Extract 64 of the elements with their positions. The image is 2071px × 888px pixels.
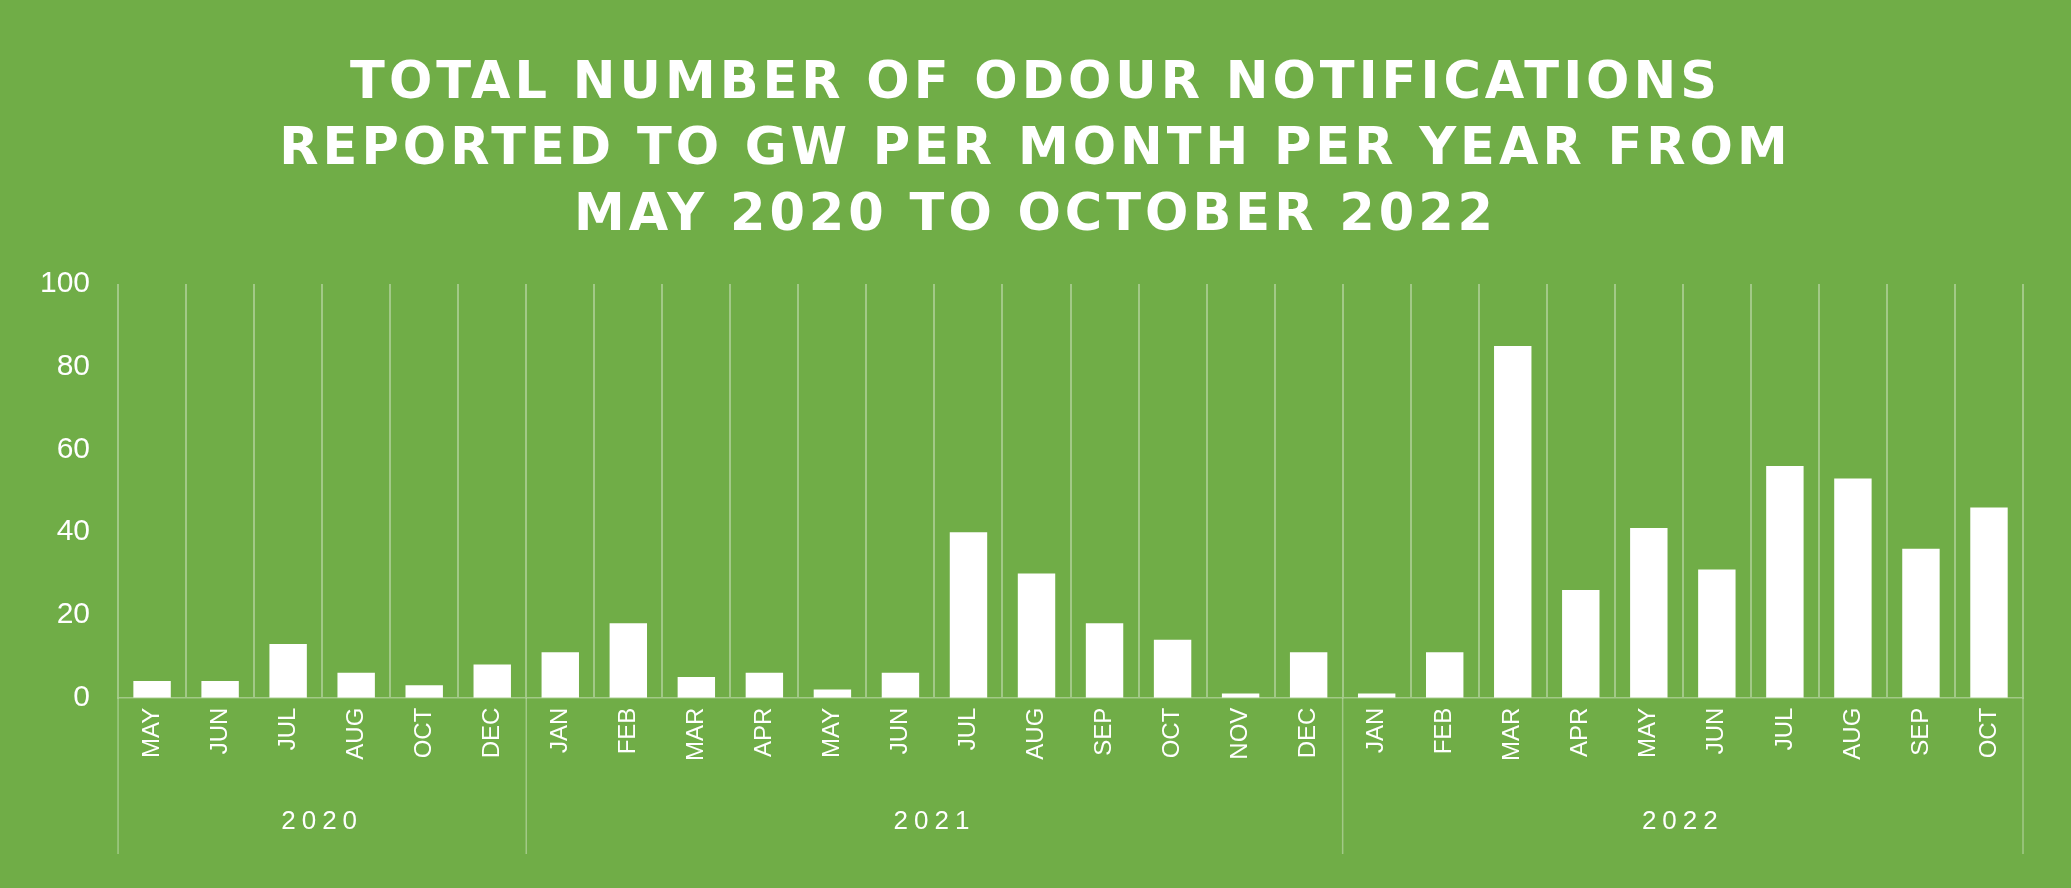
x-tick-label: AUG [1021, 707, 1049, 760]
x-tick-label: NOV [1225, 707, 1253, 760]
bar [1902, 548, 1940, 698]
bar [949, 532, 988, 698]
bar [1630, 528, 1668, 698]
x-tick-label: MAR [680, 707, 708, 762]
bar [133, 681, 171, 698]
bar [541, 652, 579, 698]
x-tick-label: OCT [408, 707, 436, 759]
x-tick-label: OCT [1157, 707, 1185, 759]
bar [1494, 346, 1532, 698]
x-tick-label: JAN [1361, 707, 1389, 754]
bar [405, 685, 443, 698]
bar [1698, 569, 1736, 698]
bar [745, 672, 784, 698]
text: 2020 [281, 805, 364, 836]
bar [201, 681, 239, 698]
bar [1085, 623, 1124, 698]
x-tick-label: JUN [204, 707, 232, 755]
x-tick-label: JAN [544, 707, 572, 754]
bar [1766, 466, 1804, 698]
y-tick-label: 100 [39, 265, 91, 299]
x-tick-label: AUG [340, 707, 368, 760]
x-tick-label: MAY [1633, 707, 1661, 758]
chart-title: TOTAL NUMBER OF ODOUR NOTIFICATIONS REPORTED TO GW PER MONTH PER YEAR FROM MAY 2020 TO OCTOBER 2022 [278, 50, 1793, 244]
x-tick-label: JUL [272, 707, 300, 751]
bar [1834, 478, 1872, 698]
x-tick-label: SEP [1905, 707, 1933, 756]
text: 2021 [893, 805, 976, 836]
bar [1426, 652, 1464, 698]
x-tick-label: FEB [612, 707, 640, 755]
x-tick-label: MAY [817, 707, 845, 758]
bar [473, 664, 511, 698]
bar [269, 643, 307, 698]
bar [609, 623, 648, 698]
x-tick-label: JUL [953, 707, 981, 751]
bar [1289, 652, 1328, 698]
bar [1970, 507, 2008, 698]
x-tick-label: JUN [885, 707, 913, 755]
text: 2022 [1641, 805, 1724, 836]
x-tick-label: MAR [1497, 707, 1525, 762]
x-tick-label: JUN [1701, 707, 1729, 755]
bar [1017, 573, 1056, 698]
x-tick-label: AUG [1837, 707, 1865, 760]
y-tick-label: 0 [73, 678, 91, 712]
x-tick-label: APR [1565, 707, 1593, 758]
x-tick-label: DEC [476, 707, 504, 759]
y-tick-label: 40 [56, 513, 91, 547]
y-tick-label: 60 [56, 430, 91, 464]
bar [1562, 590, 1600, 698]
bar [881, 672, 920, 698]
y-tick-label: 20 [56, 596, 91, 630]
x-tick-label: MAY [136, 707, 164, 758]
y-tick-label: 80 [56, 348, 91, 381]
x-tick-label: DEC [1293, 707, 1321, 759]
bar [677, 676, 716, 698]
x-tick-label: OCT [1973, 707, 2001, 759]
x-tick-label: FEB [1429, 707, 1457, 755]
x-tick-label: JUL [1769, 707, 1797, 751]
bar [813, 689, 852, 698]
bar [1153, 639, 1192, 698]
x-tick-label: APR [749, 707, 776, 758]
x-tick-label: SEP [1089, 707, 1117, 756]
bar [337, 672, 375, 698]
